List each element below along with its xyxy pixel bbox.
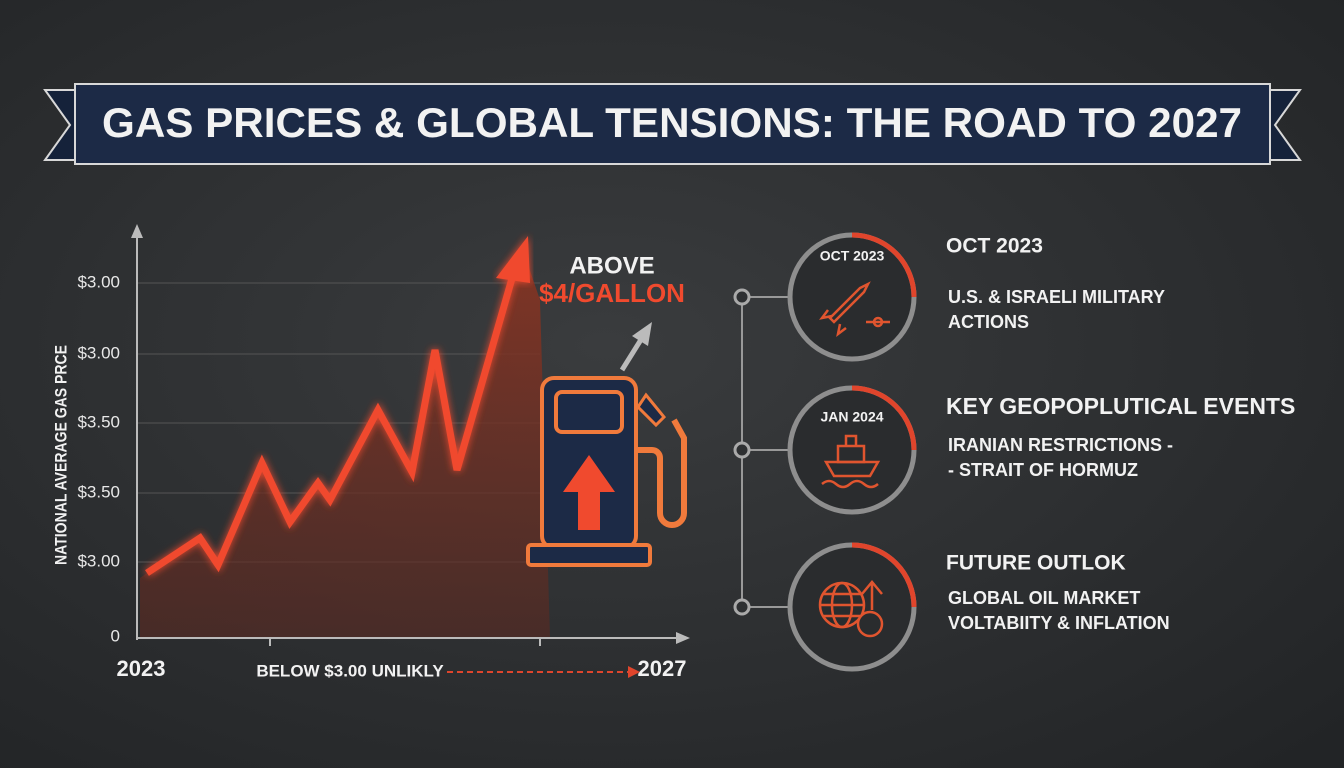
globe-icon: [818, 580, 884, 638]
event-heading: OCT 2023: [946, 235, 1043, 258]
event-heading: FUTURE OUTLOK: [946, 552, 1126, 575]
title: GAS PRICES & GLOBAL TENSIONS: THE ROAD T…: [102, 99, 1242, 146]
callout-line1: ABOVE: [569, 252, 654, 279]
x-note: BELOW $3.00 UNLIKLY: [256, 661, 444, 680]
y-tick-label: $3.00: [77, 343, 120, 362]
event-text: IRANIAN RESTRICTIONS -: [948, 435, 1173, 455]
event-text: U.S. & ISRAELI MILITARY: [948, 287, 1165, 307]
event-text: VOLTABIITY & INFLATION: [948, 613, 1170, 633]
timeline: OCT 2023 OCT 2023 U.S. & ISRAELI MILITARY A…: [733, 232, 1295, 672]
event-text: ACTIONS: [948, 312, 1029, 332]
badge-label: JAN 2024: [820, 409, 883, 425]
y-tick-label: $3.00: [77, 551, 120, 570]
chart: $3.00 $3.00 $3.50 $3.50 $3.00 0 NATIONAL AVER…: [51, 224, 690, 681]
x-end-label: 2027: [638, 656, 687, 681]
y-axis-arrow: [131, 224, 143, 238]
area: [140, 250, 550, 638]
event-text: GLOBAL OIL MARKET: [948, 588, 1140, 608]
price-line: [145, 267, 519, 576]
gas-pump-icon: [526, 376, 687, 567]
rocket-icon: [819, 281, 890, 337]
x-axis-arrow: [676, 632, 690, 644]
banner: GAS PRICES & GLOBAL TENSIONS: THE ROAD T…: [43, 83, 1302, 165]
y-axis-title: NATIONAL AVERAGE GAS PRCE: [51, 345, 70, 565]
event-heading: KEY GEOPOPLUTICAL EVENTS: [946, 393, 1295, 419]
event-text: - STRAIT OF HORMUZ: [948, 460, 1138, 480]
y-tick-label: $3.50: [77, 482, 120, 501]
y-tick-label: $3.50: [77, 412, 120, 431]
y-tick-label: $3.00: [77, 272, 120, 291]
y-tick-label: 0: [111, 626, 120, 645]
x-start-label: 2023: [117, 656, 166, 681]
callout-line2: $4/GALLON: [539, 278, 685, 308]
badge-label: OCT 2023: [820, 248, 885, 264]
line-arrowhead: [496, 236, 530, 283]
pump-arrow: [619, 336, 645, 372]
ship-icon: [821, 434, 881, 489]
